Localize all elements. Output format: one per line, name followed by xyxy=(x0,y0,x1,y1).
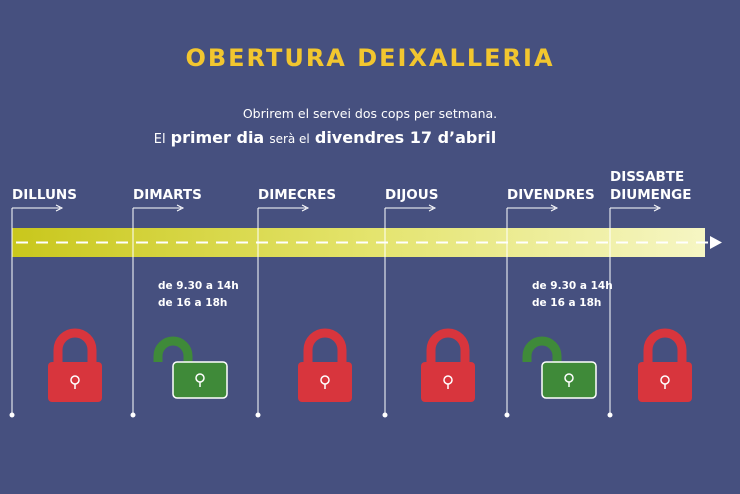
opening-hours: de 9.30 a 14h xyxy=(532,280,613,292)
day-label: DIMARTS xyxy=(133,187,202,203)
lock-shackle xyxy=(303,328,347,366)
day-arrow-head xyxy=(176,204,185,212)
lock-body xyxy=(298,362,352,402)
day-dot xyxy=(382,412,388,418)
lock-body xyxy=(421,362,475,402)
lock-shackle xyxy=(53,328,97,366)
lock-shackle xyxy=(153,336,193,366)
day-label: DIJOUS xyxy=(385,187,438,203)
timeline-arrow xyxy=(710,236,722,249)
day-arrow-head xyxy=(55,204,64,212)
day-arrow-head xyxy=(653,204,662,212)
highlight-part: El xyxy=(154,132,166,147)
day-arrow-head xyxy=(301,204,310,212)
title: OBERTURA DEIXALLERIA xyxy=(185,44,554,72)
highlight: El primer dia serà el divendres 17 d’abr… xyxy=(154,128,496,147)
day-label: DIUMENGE xyxy=(610,187,691,203)
highlight-part: serà el xyxy=(269,132,309,146)
opening-hours: de 16 a 18h xyxy=(158,297,227,309)
day-dot xyxy=(504,412,510,418)
lock-body xyxy=(172,361,228,399)
lock-shackle xyxy=(643,328,687,366)
day-dot xyxy=(255,412,261,418)
subtitle: Obrirem el servei dos cops per setmana. xyxy=(243,106,497,121)
day-dot xyxy=(9,412,15,418)
day-label: DILLUNS xyxy=(12,187,77,203)
lock-body xyxy=(541,361,597,399)
lock-shackle xyxy=(522,336,562,366)
lock-body xyxy=(48,362,102,402)
day-dot xyxy=(607,412,613,418)
day-arrow-head xyxy=(428,204,437,212)
highlight-part: primer dia xyxy=(171,128,265,147)
opening-hours: de 9.30 a 14h xyxy=(158,280,239,292)
day-label: DIVENDRES xyxy=(507,187,595,203)
day-label: DIMECRES xyxy=(258,187,336,203)
lock-shackle xyxy=(426,328,470,366)
opening-hours: de 16 a 18h xyxy=(532,297,601,309)
lock-body xyxy=(638,362,692,402)
day-label: DISSABTE xyxy=(610,169,684,185)
highlight-part: divendres 17 d’abril xyxy=(315,128,496,147)
day-arrow-head xyxy=(550,204,559,212)
day-dot xyxy=(130,412,136,418)
